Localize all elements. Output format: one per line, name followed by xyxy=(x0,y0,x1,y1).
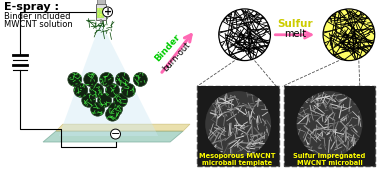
Bar xyxy=(285,86,374,165)
FancyBboxPatch shape xyxy=(284,86,375,166)
Bar xyxy=(97,8,104,18)
Circle shape xyxy=(84,72,98,86)
Circle shape xyxy=(105,83,119,97)
Bar xyxy=(96,4,105,20)
Circle shape xyxy=(108,102,122,116)
Circle shape xyxy=(323,9,375,61)
Text: melt: melt xyxy=(284,29,306,39)
Circle shape xyxy=(116,72,129,86)
Text: burn-out: burn-out xyxy=(161,40,192,73)
Text: −: − xyxy=(111,129,120,139)
Polygon shape xyxy=(56,124,190,131)
Circle shape xyxy=(99,16,101,17)
Text: E-spray :: E-spray : xyxy=(4,2,59,12)
Circle shape xyxy=(102,10,103,11)
Circle shape xyxy=(113,93,127,107)
Circle shape xyxy=(100,72,113,86)
Circle shape xyxy=(102,10,103,11)
Circle shape xyxy=(121,83,135,97)
Text: Sulfur impregnated
MWCNT microball: Sulfur impregnated MWCNT microball xyxy=(293,153,366,166)
Text: Binder included: Binder included xyxy=(4,12,71,21)
Text: Mesoporous MWCNT
microball template: Mesoporous MWCNT microball template xyxy=(199,153,276,166)
Polygon shape xyxy=(59,22,158,136)
Circle shape xyxy=(74,83,88,97)
Text: +: + xyxy=(104,7,112,17)
Circle shape xyxy=(102,7,113,17)
Text: Binder: Binder xyxy=(153,32,182,63)
Circle shape xyxy=(100,8,101,10)
Circle shape xyxy=(105,107,119,121)
Circle shape xyxy=(90,83,104,97)
Circle shape xyxy=(98,93,112,107)
Circle shape xyxy=(101,14,102,16)
Circle shape xyxy=(133,72,147,86)
Circle shape xyxy=(205,91,271,157)
Bar xyxy=(97,0,105,4)
FancyBboxPatch shape xyxy=(197,86,279,166)
Circle shape xyxy=(100,14,101,15)
Bar xyxy=(198,86,278,165)
Circle shape xyxy=(98,8,99,10)
Circle shape xyxy=(219,9,270,61)
Circle shape xyxy=(297,91,363,157)
Polygon shape xyxy=(100,20,102,22)
Polygon shape xyxy=(43,131,183,142)
Circle shape xyxy=(110,129,121,139)
Text: MWCNT solution: MWCNT solution xyxy=(4,20,73,29)
Circle shape xyxy=(98,13,99,14)
Circle shape xyxy=(82,93,96,107)
Text: Sulfur: Sulfur xyxy=(277,19,313,29)
Circle shape xyxy=(91,102,105,116)
Circle shape xyxy=(68,72,82,86)
